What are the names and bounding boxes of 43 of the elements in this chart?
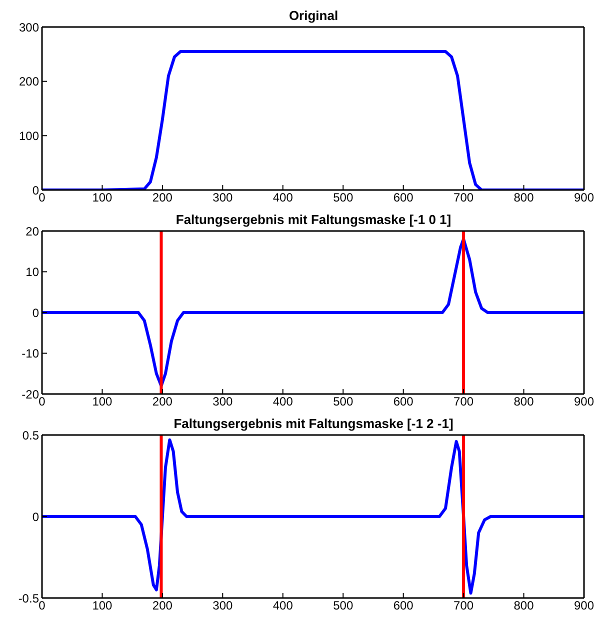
chart-title: Faltungsergebnis mit Faltungsmaske [-1 0 1] xyxy=(174,212,452,227)
line-series xyxy=(42,238,584,388)
x-tick-label: 200 xyxy=(152,394,173,409)
chart-title: Original xyxy=(288,8,340,23)
x-tick-label: 100 xyxy=(92,394,113,409)
x-tick-label: 900 xyxy=(574,394,594,409)
x-tick-label: 400 xyxy=(272,394,294,409)
chart-title: Faltungsergebnis mit Faltungsmaske [-1 2 -1] xyxy=(172,416,454,431)
x-tick-label: 700 xyxy=(454,190,474,205)
x-tick-label: 800 xyxy=(514,598,534,613)
y-tick-label: -10 xyxy=(22,346,40,361)
y-tick-label: 0 xyxy=(32,510,40,524)
x-tick-label: 800 xyxy=(514,190,534,205)
x-tick-label: 300 xyxy=(212,394,233,409)
x-tick-label: 500 xyxy=(333,394,354,409)
x-tick-label: 600 xyxy=(393,598,414,613)
y-tick-label: 300 xyxy=(18,20,40,34)
x-tick-label: 500 xyxy=(333,190,354,205)
x-tick-label: 600 xyxy=(393,394,414,409)
x-tick-label: 100 xyxy=(92,598,113,613)
y-tick-label: -0.5 xyxy=(18,591,40,606)
x-tick-label: 100 xyxy=(92,190,113,205)
x-tick-label: 400 xyxy=(272,190,294,205)
x-tick-label: 200 xyxy=(152,598,173,613)
x-tick-label: 900 xyxy=(574,598,594,613)
y-tick-label: 0.5 xyxy=(22,428,40,442)
line-series xyxy=(42,438,584,595)
x-tick-label: 400 xyxy=(272,598,294,613)
y-tick-label: 0 xyxy=(32,306,40,320)
y-tick-label: 10 xyxy=(26,265,40,280)
y-tick-label: 100 xyxy=(18,128,40,143)
x-tick-label: 600 xyxy=(393,190,414,205)
x-tick-label: 800 xyxy=(514,394,534,409)
y-tick-label: 200 xyxy=(18,74,40,89)
x-tick-label: 900 xyxy=(574,190,594,205)
x-tick-label: 200 xyxy=(152,190,173,205)
x-tick-label: 300 xyxy=(212,190,233,205)
y-tick-label: -20 xyxy=(22,387,40,402)
x-tick-label: 700 xyxy=(454,394,474,409)
x-tick-label: 300 xyxy=(212,598,233,613)
y-tick-label: 20 xyxy=(26,224,40,238)
x-tick-label: 500 xyxy=(333,598,354,613)
x-tick-label: 700 xyxy=(454,598,474,613)
